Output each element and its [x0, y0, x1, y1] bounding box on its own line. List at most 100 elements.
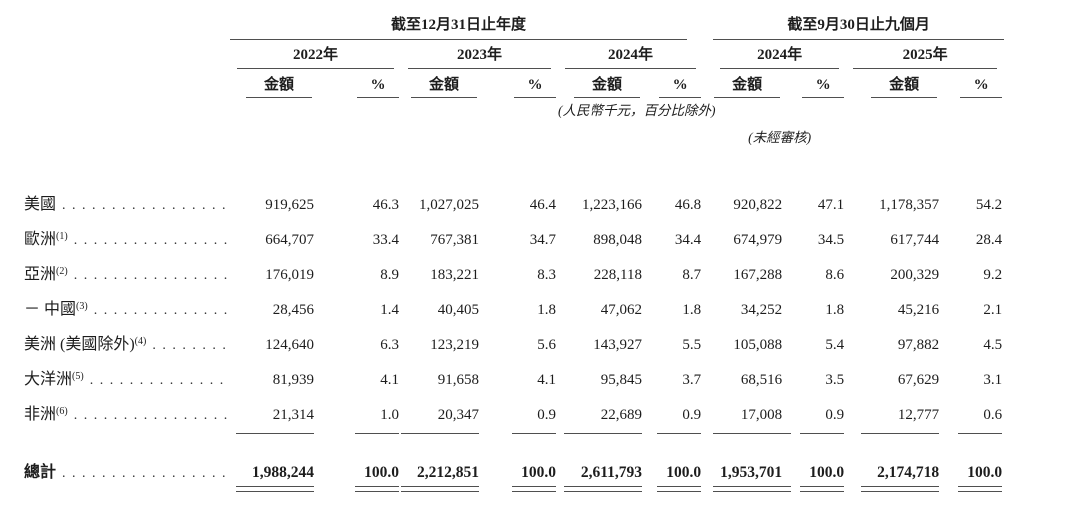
table-row: 美洲 (美國除外)(4) 124,640 6.3 123,219 5.6 143… [24, 319, 1004, 354]
column-gap [703, 69, 713, 98]
region-label: 美國 [24, 196, 57, 213]
cell-amount-2024: 228,118 [593, 267, 642, 283]
cell-amount-9m2025: 67,629 [897, 372, 940, 388]
cell-percent-9m2024: 0.9 [825, 407, 845, 423]
dot-leader [74, 231, 230, 249]
cell-amount-2023: 91,658 [437, 372, 479, 388]
cell-percent-9m2025: 9.2 [983, 267, 1003, 283]
total-percent-2022: 100.0 [364, 464, 399, 481]
column-gap [703, 14, 713, 40]
header-body-spacer [24, 145, 1004, 179]
cell-percent-9m2025: 28.4 [975, 232, 1003, 248]
cell-percent-2022: 6.3 [380, 337, 399, 353]
region-label-cell: 亞洲 (2) [24, 249, 230, 284]
subcolumn-header-row: 金額 % 金額 % 金額 % 金額 % 金額 % [24, 69, 1004, 98]
column-gap [703, 389, 713, 424]
table-body: 美國 919,625 46.3 1,027,025 46.4 1,223,166… [24, 179, 1004, 424]
cell-amount-2022: 664,707 [265, 232, 314, 248]
group-header-nine-month: 截至9月30日止九個月 [713, 14, 1005, 40]
col-header-percent: % [941, 69, 1004, 98]
cell-percent-2024: 34.4 [674, 232, 702, 248]
year-header-2024: 2024年 [558, 40, 703, 69]
table-row: 美國 919,625 46.3 1,027,025 46.4 1,223,166… [24, 179, 1004, 214]
cell-amount-2023: 1,027,025 [419, 197, 479, 213]
cell-amount-9m2025: 617,744 [890, 232, 940, 248]
cell-amount-9m2024: 105,088 [733, 337, 783, 353]
region-label-cell: 美國 [24, 179, 230, 214]
unaudited-note: (未經審核) [748, 130, 812, 145]
dot-leader [90, 371, 230, 389]
column-gap [703, 249, 713, 284]
region-label-cell: 美洲 (美國除外) (4) [24, 319, 230, 354]
col-header-percent: % [784, 69, 846, 98]
cell-percent-2022: 46.3 [372, 197, 399, 213]
dot-leader [62, 196, 230, 214]
dot-leader [94, 301, 230, 319]
currency-note-row: (人民幣千元，百分比除外) [24, 98, 1004, 118]
cell-amount-9m2025: 97,882 [897, 337, 940, 353]
total-label-cell: 總計 [24, 434, 230, 482]
cell-amount-9m2024: 34,252 [740, 302, 783, 318]
region-label-cell: － 中國 (3) [24, 284, 230, 319]
cell-percent-2022: 1.4 [380, 302, 399, 318]
cell-amount-9m2025: 12,777 [897, 407, 940, 423]
total-label: 總計 [24, 464, 57, 481]
cell-amount-2023: 123,219 [430, 337, 479, 353]
cell-amount-2024: 22,689 [600, 407, 642, 423]
cell-percent-9m2024: 1.8 [825, 302, 845, 318]
column-gap [703, 179, 713, 214]
total-row: 總計 1,988,244 100.0 2,212,851 100.0 2,611… [24, 434, 1004, 482]
cell-amount-9m2024: 920,822 [733, 197, 783, 213]
cell-percent-2024: 8.7 [682, 267, 702, 283]
region-label: － 中國 [24, 301, 77, 318]
cell-percent-9m2024: 47.1 [817, 197, 845, 213]
column-gap [703, 40, 713, 69]
cell-percent-2024: 0.9 [682, 407, 702, 423]
col-header-amount: 金額 [401, 69, 481, 98]
cell-amount-2024: 47,062 [600, 302, 642, 318]
cell-amount-2024: 95,845 [600, 372, 642, 388]
total-amount-9m2024: 1,953,701 [720, 464, 783, 481]
total-amount-2024: 2,611,793 [580, 464, 642, 481]
dot-leader [152, 336, 230, 354]
cell-amount-2024: 143,927 [593, 337, 642, 353]
cell-percent-9m2025: 0.6 [983, 407, 1003, 423]
region-label-cell: 非洲 (6) [24, 389, 230, 424]
cell-percent-2023: 34.7 [529, 232, 556, 248]
region-label-cell: 歐洲 (1) [24, 214, 230, 249]
cell-amount-9m2025: 1,178,357 [879, 197, 940, 213]
column-gap [703, 354, 713, 389]
cell-percent-2023: 8.3 [537, 267, 556, 283]
cell-percent-2024: 3.7 [682, 372, 702, 388]
year-header-9m2025: 2025年 [846, 40, 1004, 69]
cell-amount-2023: 40,405 [437, 302, 479, 318]
table-row: 大洋洲(5) 81,939 4.1 91,658 4.1 95,845 3.7 … [24, 354, 1004, 389]
subtotal-rule-row [24, 424, 1004, 434]
group-header-row: 截至12月31日止年度 截至9月30日止九個月 [24, 14, 1005, 40]
region-label: 非洲 [24, 406, 57, 423]
cell-amount-2023: 183,221 [430, 267, 479, 283]
cell-percent-9m2024: 8.6 [825, 267, 845, 283]
region-label: 美洲 (美國除外) [24, 336, 135, 353]
cell-percent-9m2025: 2.1 [983, 302, 1003, 318]
region-label: 歐洲 [24, 231, 57, 248]
cell-percent-2023: 4.1 [537, 372, 556, 388]
col-header-percent: % [481, 69, 558, 98]
column-gap [703, 434, 713, 482]
year-header-2023: 2023年 [401, 40, 558, 69]
col-header-amount: 金額 [846, 69, 941, 98]
total-amount-2023: 2,212,851 [417, 464, 479, 481]
cell-amount-2022: 176,019 [265, 267, 314, 283]
column-gap [703, 284, 713, 319]
column-gap [703, 319, 713, 354]
total-double-rule-row [24, 482, 1004, 496]
region-label: 大洋洲 [24, 371, 73, 388]
cell-percent-9m2024: 34.5 [817, 232, 845, 248]
dot-leader [74, 406, 230, 424]
cell-amount-2022: 124,640 [265, 337, 314, 353]
cell-percent-9m2024: 5.4 [825, 337, 845, 353]
cell-amount-9m2024: 68,516 [740, 372, 783, 388]
cell-percent-2024: 46.8 [674, 197, 702, 213]
col-header-percent: % [644, 69, 703, 98]
region-label-cell: 大洋洲 (5) [24, 354, 230, 389]
